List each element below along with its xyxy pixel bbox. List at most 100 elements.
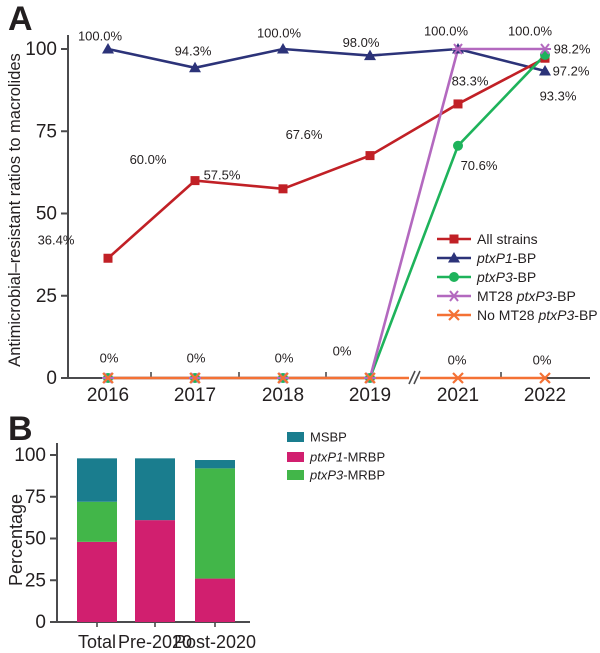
legend-entry-all-strains: All strains [437,231,538,247]
legend: MSBP ptxP1-MRBP ptxP3-MRBP [287,430,385,483]
x-tick-label: Pre-2020 [118,632,192,652]
annotation-no-mt28-ptxp3-bp-2018: 0% [275,351,294,366]
y-tick-label: 25 [36,286,57,307]
annotation-no-mt28-ptxp3-bp-2016: 0% [100,351,119,366]
annotation-no-mt28-ptxp3-bp-2021: 0% [448,353,467,368]
marker-ptxp3-bp-2021 [453,140,463,151]
y-axis: 0 25 50 75 100 Percentage [6,443,58,633]
marker-ptxp3-bp-2022 [540,49,550,60]
panel-b-bar-chart: 0 25 50 75 100 Percentage Total Pre-2020Post-20… [6,430,385,653]
legend-label: ptxP1-BP [476,250,536,266]
x-tick-label: Total [78,632,116,652]
marker-no-mt28-ptxp3-bp-2019 [364,372,376,384]
marker-ptxp1-bp-2019 [364,49,376,61]
legend-entry-mt28-ptxp3-bp: MT28 ptxP3-BP [437,288,576,304]
legend-label: All strains [477,231,538,247]
annotation-all-strains-2017: 60.0% [130,152,167,167]
legend-entry-ptxp1-mrbp: ptxP1-MRBP [287,450,385,465]
legend-entry-ptxp1-bp: ptxP1-BP [437,250,536,266]
bar-segment-total-msbp [77,458,117,502]
y-axis-title: Antimicrobial–resistant ratios to macrol… [6,53,24,367]
bar-segment-post-2020-msbp [195,460,235,469]
bar-segment-post-2020-ptxp3-mrbp [195,468,235,579]
marker-ptxp1-bp-2017 [189,61,201,73]
annotation-ptxp1-bp-2016: 100.0% [78,29,123,44]
y-tick-label: 50 [25,529,46,550]
annotation-ptxp1-bp-2022: 93.3% [540,89,577,104]
annotation-ptxp3-bp-2021: 70.6% [461,158,498,173]
marker-mt28-ptxp3-bp-2021 [452,43,464,55]
annotation-ptxp3-bp-2022: 98.2% [554,41,591,56]
marker-all-strains-2021 [453,99,463,109]
series-line-all-strains [107,57,546,260]
annotation-all-strains-2018: 57.5% [204,167,241,182]
annotations: 100.0%94.3%100.0%98.0%100.0% 100.0%98.2%9… [38,24,591,368]
bar-segment-total-ptxp3-mrbp [77,501,117,542]
marker-all-strains-2018 [278,184,288,194]
panel-a-letter: A [8,0,33,38]
legend-entry-ptxp3-mrbp: ptxP3-MRBP [287,468,385,483]
marker-no-mt28-ptxp3-bp-2021 [452,372,464,384]
bar-pre-2020 [135,458,175,622]
annotation-mt28-ptxp3-bp-2021: 100.0% [424,24,469,39]
y-tick-label: 25 [25,570,46,591]
legend-label: ptxP3-BP [476,269,536,285]
legend-label: MT28 ptxP3-BP [477,288,576,304]
legend-marker-mt28-ptxp3-bp [448,290,460,302]
bar-segment-total-ptxp1-mrbp [77,541,117,622]
marker-mt28-ptxp3-bp-2022 [539,43,551,55]
annotation-all-strains-2016: 36.4% [38,233,75,248]
annotation-ptxp1-bp-2019: 98.0% [343,35,380,50]
legend-swatch [287,432,304,442]
x-tick-label: 2017 [174,385,216,406]
y-tick-label: 100 [14,445,46,466]
y-axis-title: Percentage [6,494,26,586]
series-markers-mt28-ptxp3-bp [102,43,551,384]
legend: All strains ptxP1-BP ptxP3-BP MT28 ptxP3-BP… [437,231,598,323]
series-line-mt28-ptxp3-bp [108,47,545,380]
bar-segment-pre-2020-msbp [135,458,175,521]
marker-no-mt28-ptxp3-bp-2022 [539,372,551,384]
legend-swatch [287,470,304,480]
marker-ptxp1-bp-2018 [277,43,289,54]
marker-no-mt28-ptxp3-bp-2017 [189,372,201,384]
x-tick-label: 2018 [262,385,304,406]
annotation-no-mt28-ptxp3-bp-2017: 0% [187,351,206,366]
legend-marker-no-mt28-ptxp3-bp [448,309,460,321]
marker-ptxp1-bp-2016 [102,43,114,54]
legend-marker-all-strains [449,234,459,244]
x-tick-label: 2021 [437,385,479,406]
marker-all-strains-2016 [103,253,113,263]
annotation-no-mt28-ptxp3-bp-2019: 0% [333,344,352,359]
marker-no-mt28-ptxp3-bp-2018 [277,372,289,384]
annotation-all-strains-2021: 83.3% [452,73,489,88]
series-markers-no-mt28-ptxp3-bp [102,372,551,384]
legend-swatch [287,452,304,462]
marker-no-mt28-ptxp3-bp-2016 [102,372,114,384]
legend-label: No MT28 ptxP3-BP [477,307,598,323]
annotation-mt28-ptxp3-bp-2022: 100.0% [508,24,553,39]
annotation-no-mt28-ptxp3-bp-2022: 0% [533,353,552,368]
legend-marker-ptxp1-bp [448,252,460,263]
bar-segment-post-2020-ptxp1-mrbp [195,578,235,622]
y-tick-label: 75 [25,487,46,508]
bar-total [77,458,117,622]
bar-post-2020 [195,460,235,622]
annotation-all-strains-2019: 67.6% [286,127,323,142]
legend-label: MSBP [310,430,347,445]
legend-entry-no-mt28-ptxp3-bp: No MT28 ptxP3-BP [437,307,598,323]
marker-all-strains-2019 [365,151,375,161]
annotation-ptxp1-bp-2018: 100.0% [257,26,302,41]
y-tick-label: 50 [36,204,57,225]
x-tick-label: Post-2020 [174,632,256,652]
annotation-ptxp1-bp-2017: 94.3% [175,43,212,58]
annotation-all-strains-2022: 97.2% [553,64,590,79]
marker-all-strains-2017 [190,176,200,186]
legend-marker-ptxp3-bp [449,272,459,282]
x-tick-label: 2019 [349,385,391,406]
y-tick-label: 0 [46,368,57,389]
x-tick-label: 2016 [87,385,129,406]
